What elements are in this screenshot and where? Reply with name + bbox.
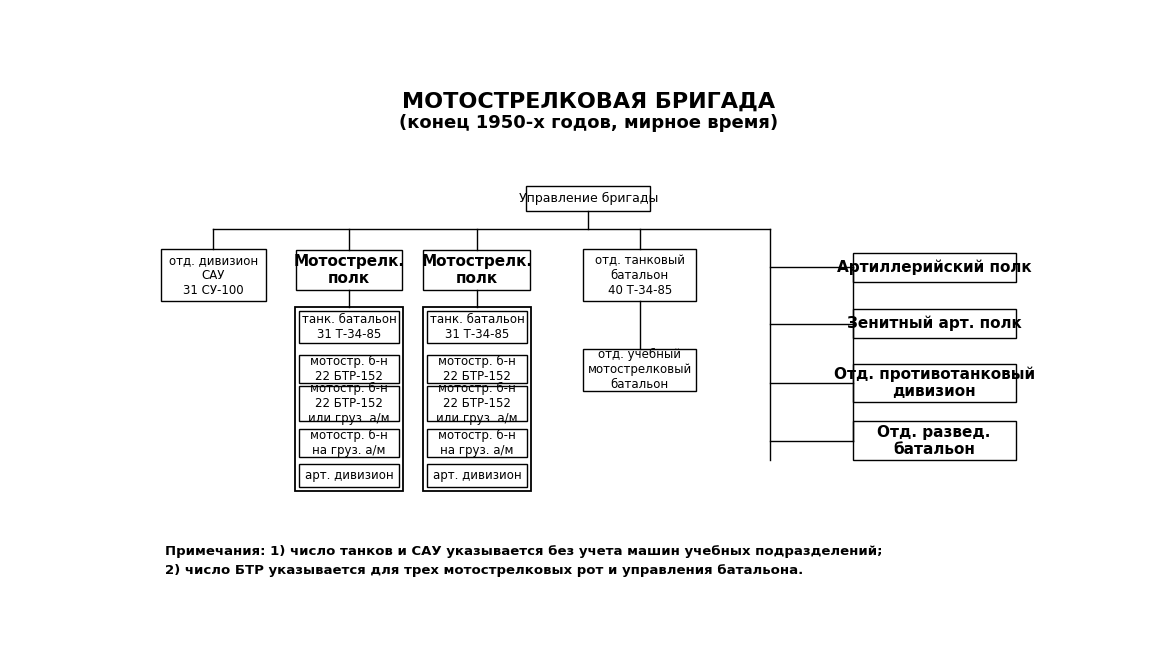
FancyBboxPatch shape <box>853 422 1016 460</box>
Text: мотостр. б-н
на груз. а/м: мотостр. б-н на груз. а/м <box>438 429 516 457</box>
FancyBboxPatch shape <box>295 250 402 290</box>
FancyBboxPatch shape <box>853 364 1016 402</box>
FancyBboxPatch shape <box>584 349 696 391</box>
FancyBboxPatch shape <box>853 253 1016 282</box>
Text: МОТОСТРЕЛКОВАЯ БРИГАДА: МОТОСТРЕЛКОВАЯ БРИГАДА <box>402 92 776 112</box>
FancyBboxPatch shape <box>299 355 400 383</box>
FancyBboxPatch shape <box>584 249 696 302</box>
FancyBboxPatch shape <box>853 309 1016 338</box>
Text: танк. батальон
31 Т-34-85: танк. батальон 31 Т-34-85 <box>430 313 524 341</box>
Text: Управление бригады: Управление бригады <box>519 192 658 205</box>
Text: отд. дивизион
САУ
31 СУ-100: отд. дивизион САУ 31 СУ-100 <box>169 254 257 297</box>
Text: отд. учебный
мотострелковый
батальон: отд. учебный мотострелковый батальон <box>587 348 692 392</box>
Text: мотостр. б-н
на груз. а/м: мотостр. б-н на груз. а/м <box>310 429 388 457</box>
Text: Отд. противотанковый
дивизион: Отд. противотанковый дивизион <box>833 367 1035 399</box>
Text: мотостр. б-н
22 БТР-152
или груз. а/м: мотостр. б-н 22 БТР-152 или груз. а/м <box>308 382 390 425</box>
FancyBboxPatch shape <box>426 429 527 457</box>
FancyBboxPatch shape <box>161 249 265 302</box>
FancyBboxPatch shape <box>526 186 650 210</box>
Text: (конец 1950-х годов, мирное время): (конец 1950-х годов, мирное время) <box>399 114 778 133</box>
Text: отд. танковый
батальон
40 Т-34-85: отд. танковый батальон 40 Т-34-85 <box>595 254 685 297</box>
FancyBboxPatch shape <box>299 429 400 457</box>
FancyBboxPatch shape <box>299 386 400 422</box>
Text: мотостр. б-н
22 БТР-152
или груз. а/м: мотостр. б-н 22 БТР-152 или груз. а/м <box>437 382 518 425</box>
Text: Мотострелк.
полк: Мотострелк. полк <box>293 254 404 286</box>
FancyBboxPatch shape <box>426 311 527 343</box>
FancyBboxPatch shape <box>426 464 527 487</box>
FancyBboxPatch shape <box>423 250 531 290</box>
FancyBboxPatch shape <box>426 386 527 422</box>
FancyBboxPatch shape <box>426 355 527 383</box>
FancyBboxPatch shape <box>299 464 400 487</box>
Text: танк. батальон
31 Т-34-85: танк. батальон 31 Т-34-85 <box>302 313 396 341</box>
Text: Зенитный арт. полк: Зенитный арт. полк <box>847 316 1021 331</box>
Text: арт. дивизион: арт. дивизион <box>304 469 393 482</box>
Text: Примечания: 1) число танков и САУ указывается без учета машин учебных подразделе: Примечания: 1) число танков и САУ указыв… <box>165 545 882 558</box>
Text: мотостр. б-н
22 БТР-152: мотостр. б-н 22 БТР-152 <box>438 355 516 383</box>
Text: Артиллерийский полк: Артиллерийский полк <box>836 260 1032 275</box>
Text: 2) число БТР указывается для трех мотострелковых рот и управления батальона.: 2) число БТР указывается для трех мотост… <box>165 564 803 577</box>
Text: Мотострелк.
полк: Мотострелк. полк <box>422 254 532 286</box>
Text: мотостр. б-н
22 БТР-152: мотостр. б-н 22 БТР-152 <box>310 355 388 383</box>
FancyBboxPatch shape <box>299 311 400 343</box>
Text: арт. дивизион: арт. дивизион <box>432 469 522 482</box>
Text: Отд. развед.
батальон: Отд. развед. батальон <box>878 424 990 457</box>
